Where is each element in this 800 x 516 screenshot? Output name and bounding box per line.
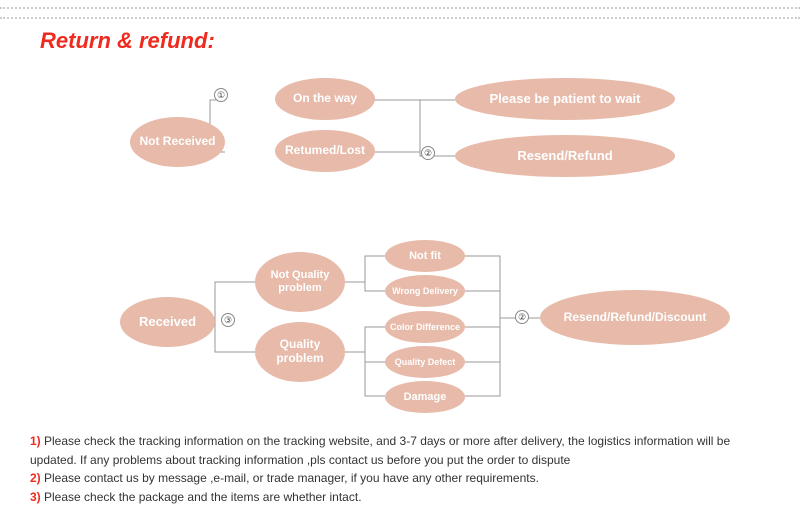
note-number: 1) bbox=[30, 434, 41, 448]
page-title: Return & refund: bbox=[40, 28, 215, 54]
badge-b3: ③ bbox=[221, 313, 235, 327]
node-on-the-way: On the way bbox=[275, 78, 375, 120]
note-text: Please contact us by message ,e-mail, or… bbox=[41, 471, 539, 485]
note-item: 3) Please check the package and the item… bbox=[30, 488, 770, 507]
note-number: 3) bbox=[30, 490, 41, 504]
node-received: Received bbox=[120, 297, 215, 347]
note-text: Please check the tracking information on… bbox=[30, 434, 730, 467]
node-not-quality: Not Quality problem bbox=[255, 252, 345, 312]
dotted-border-top bbox=[0, 7, 800, 9]
notes-section: 1) Please check the tracking information… bbox=[30, 432, 770, 506]
node-quality-defect: Quality Defect bbox=[385, 346, 465, 378]
badge-b2: ② bbox=[421, 146, 435, 160]
node-returned-lost: Retumed/Lost bbox=[275, 130, 375, 172]
badge-b1: ① bbox=[214, 88, 228, 102]
dotted-border-bottom bbox=[0, 17, 800, 19]
note-number: 2) bbox=[30, 471, 41, 485]
node-damage: Damage bbox=[385, 381, 465, 413]
node-patient: Please be patient to wait bbox=[455, 78, 675, 120]
node-not-fit: Not fit bbox=[385, 240, 465, 272]
node-not-received: Not Received bbox=[130, 117, 225, 167]
note-item: 1) Please check the tracking information… bbox=[30, 432, 770, 469]
node-quality: Quality problem bbox=[255, 322, 345, 382]
node-resend-discount: Resend/Refund/Discount bbox=[540, 290, 730, 345]
node-color-diff: Color Difference bbox=[385, 311, 465, 343]
badge-b4: ② bbox=[515, 310, 529, 324]
node-resend-refund: Resend/Refund bbox=[455, 135, 675, 177]
node-wrong-delivery: Wrong Delivery bbox=[385, 275, 465, 307]
note-item: 2) Please contact us by message ,e-mail,… bbox=[30, 469, 770, 488]
note-text: Please check the package and the items a… bbox=[41, 490, 362, 504]
